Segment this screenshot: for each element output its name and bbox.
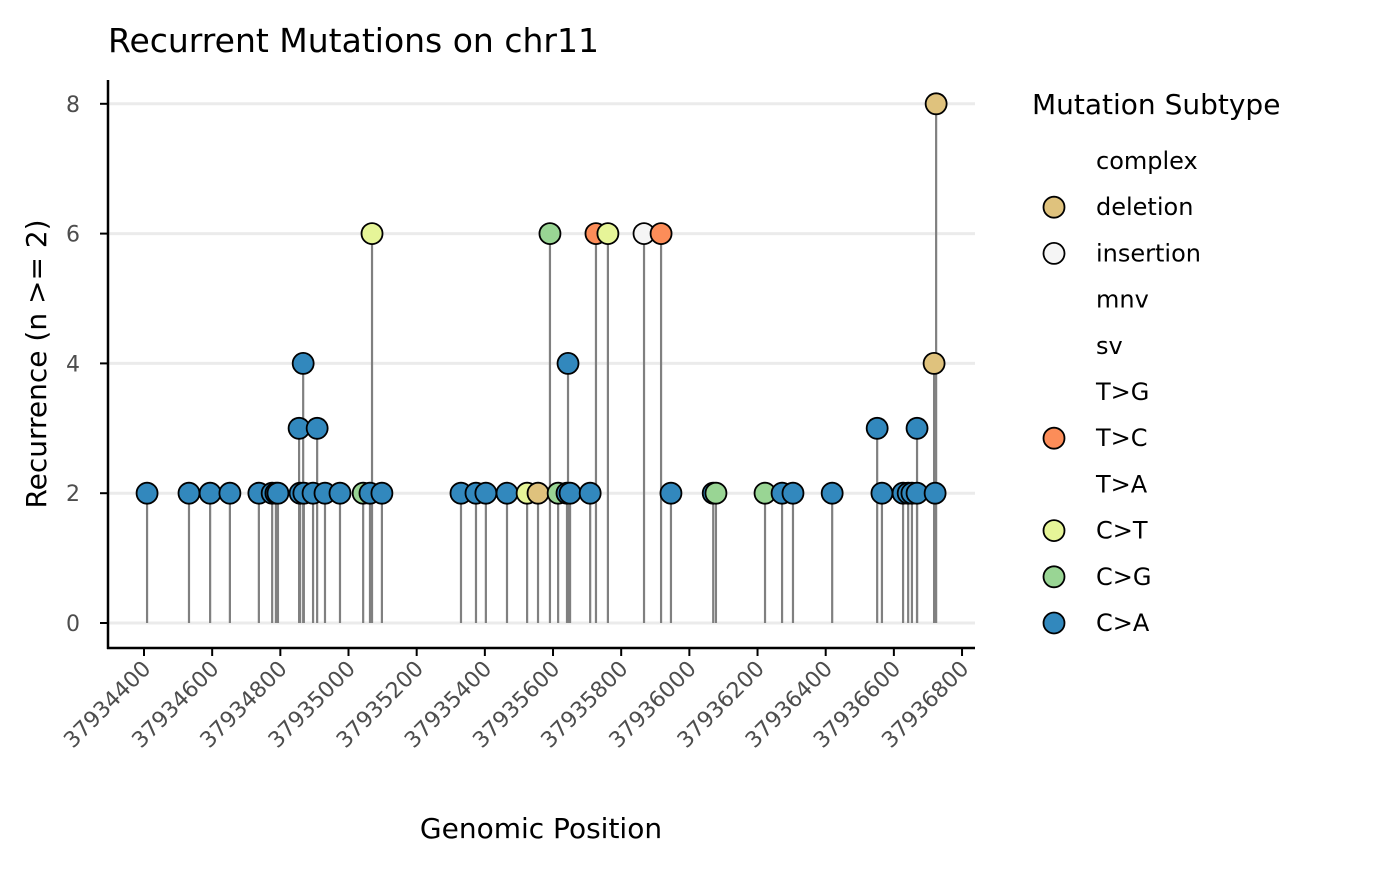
y-axis-label: Recurrence (n >= 2): [20, 219, 53, 508]
point-C>A: [870, 481, 894, 505]
points: [135, 92, 948, 505]
legend-key: [1042, 565, 1066, 589]
point-C>A: [578, 481, 602, 505]
legend-title: Mutation Subtype: [1032, 88, 1280, 121]
point-C>A: [291, 351, 315, 375]
legend-label: sv: [1096, 332, 1123, 360]
point-C>A: [923, 481, 947, 505]
chart-title: Recurrent Mutations on chr11: [108, 21, 599, 60]
point-C>A: [558, 481, 582, 505]
y-tick-label: 2: [66, 482, 80, 507]
y-tick-label: 8: [66, 93, 80, 118]
stems: [145, 103, 938, 623]
point-C>A: [556, 351, 580, 375]
point-C>A: [820, 481, 844, 505]
point-C>T: [360, 222, 384, 246]
point-T>C: [649, 222, 673, 246]
point-C>A: [198, 481, 222, 505]
legend-key: [1042, 241, 1066, 265]
point-C>A: [865, 416, 889, 440]
point-C>A: [659, 481, 683, 505]
legend-label: C>G: [1096, 563, 1151, 591]
point-C>A: [781, 481, 805, 505]
point-C>A: [218, 481, 242, 505]
y-tick-label: 6: [66, 223, 80, 248]
x-axis-label: Genomic Position: [420, 812, 662, 845]
x-axis-ticks: 3793440037934600379348003793500037935200…: [59, 648, 974, 753]
legend-label: complex: [1096, 147, 1198, 175]
legend-label: T>G: [1095, 378, 1149, 406]
y-tick-label: 4: [66, 352, 80, 377]
legend-key: [1042, 611, 1066, 635]
point-C>A: [474, 481, 498, 505]
legend: Mutation Subtype complex deletion insertio…: [1032, 88, 1280, 637]
gridlines: [108, 102, 975, 625]
legend-label: T>C: [1095, 424, 1148, 452]
legend-key: [1042, 195, 1066, 219]
y-tick-label: 0: [66, 612, 80, 637]
point-C>A: [135, 481, 159, 505]
point-C>A: [266, 481, 290, 505]
point-C>A: [305, 416, 329, 440]
point-C>A: [495, 481, 519, 505]
legend-label: C>A: [1096, 609, 1150, 637]
legend-label: C>T: [1096, 517, 1148, 545]
point-C>A: [905, 416, 929, 440]
legend-key: [1042, 426, 1066, 450]
point-deletion: [924, 92, 948, 116]
point-C>A: [370, 481, 394, 505]
point-C>A: [177, 481, 201, 505]
legend-label: T>A: [1095, 470, 1148, 498]
legend-key: [1042, 519, 1066, 542]
legend-label: mnv: [1096, 286, 1149, 314]
point-C>A: [328, 481, 352, 505]
y-axis-ticks: 0 2 4 6 8: [66, 93, 108, 637]
point-C>G: [538, 222, 562, 246]
point-C>G: [704, 481, 728, 505]
legend-label: insertion: [1096, 239, 1201, 267]
point-deletion: [526, 481, 550, 505]
point-deletion: [922, 351, 946, 375]
legend-label: deletion: [1096, 193, 1193, 221]
point-C>T: [596, 222, 620, 246]
